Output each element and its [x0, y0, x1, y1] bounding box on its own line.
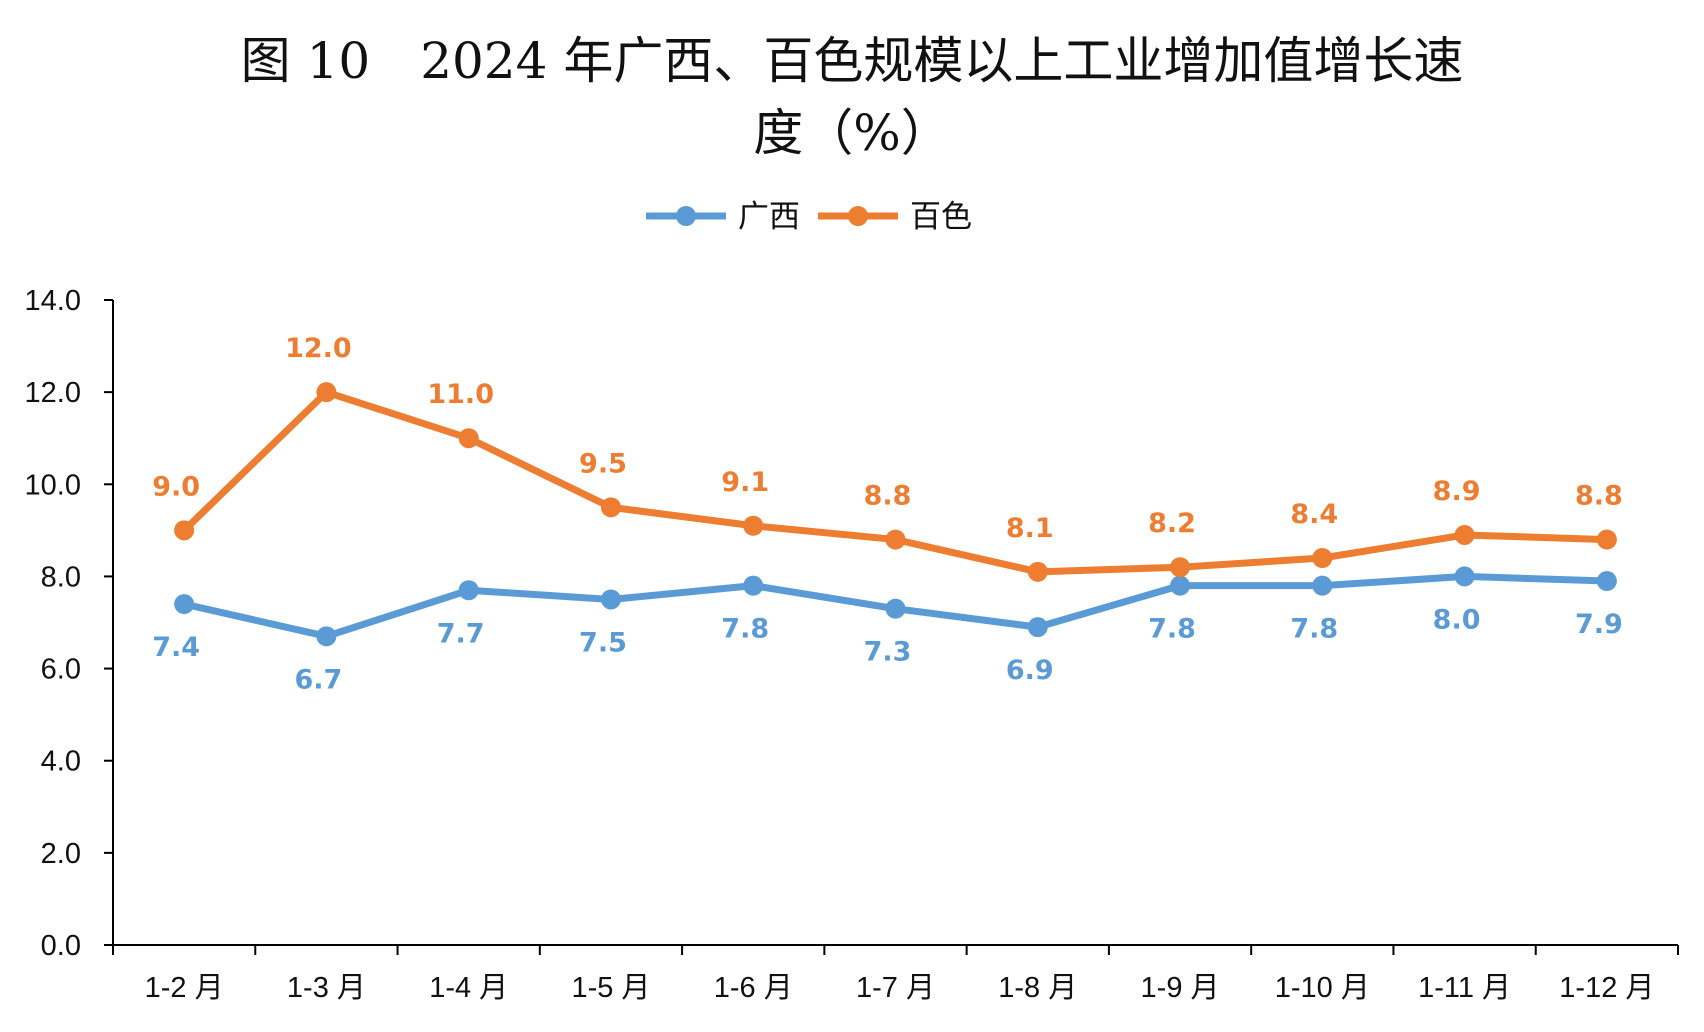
y-tick-label: 2.0 [41, 838, 81, 870]
data-label-guangxi: 7.5 [579, 627, 627, 658]
data-point-baise [1027, 561, 1048, 582]
x-tick-label: 1-7 月 [856, 972, 935, 1004]
y-tick-label: 12.0 [25, 377, 81, 409]
data-label-baise: 12.0 [285, 333, 352, 364]
data-point-guangxi [1170, 575, 1191, 596]
y-tick-label: 14.0 [25, 285, 81, 317]
data-label-baise: 9.5 [579, 448, 627, 479]
x-tick-label: 1-10 月 [1275, 972, 1370, 1004]
x-tick-label: 1-8 月 [998, 972, 1077, 1004]
y-tick-label: 10.0 [25, 469, 81, 501]
data-point-guangxi [885, 598, 906, 619]
data-label-baise: 8.9 [1433, 476, 1481, 507]
data-label-baise: 9.1 [721, 467, 769, 498]
data-label-guangxi: 7.8 [1290, 614, 1338, 645]
y-tick-label: 8.0 [41, 561, 81, 593]
data-point-baise [600, 497, 621, 518]
data-label-guangxi: 6.9 [1006, 655, 1054, 686]
data-label-guangxi: 7.3 [864, 637, 912, 668]
chart-data-labels: 7.4 6.7 7.7 7.5 7.8 7.3 6.9 7.8 7.8 8.0 7.9 9.0 12.0… [152, 333, 1623, 695]
data-point-guangxi [1312, 575, 1333, 596]
x-tick-label: 1-6 月 [714, 972, 793, 1004]
legend-label-guangxi: 广西 [738, 199, 800, 235]
data-label-baise: 8.4 [1290, 499, 1338, 530]
data-label-baise: 8.8 [1575, 481, 1623, 512]
y-tick-label: 6.0 [41, 654, 81, 686]
data-label-guangxi: 7.8 [1148, 614, 1196, 645]
data-point-baise [1454, 524, 1475, 545]
data-point-baise [1596, 529, 1617, 550]
chart-legend: 广西 百色 [646, 199, 972, 235]
legend-item-guangxi: 广西 [646, 199, 800, 235]
legend-label-baise: 百色 [910, 199, 972, 235]
data-point-guangxi [1454, 566, 1475, 587]
legend-marker-baise [848, 206, 868, 226]
x-tick-label: 1-9 月 [1141, 972, 1220, 1004]
x-tick-label: 1-11 月 [1418, 972, 1511, 1004]
data-point-guangxi [458, 580, 479, 601]
data-point-guangxi [316, 626, 337, 647]
chart-title-line1: 图 10 2024 年广西、百色规模以上工业增加值增长速 [241, 32, 1464, 90]
data-point-guangxi [174, 594, 195, 615]
y-tick-label: 0.0 [41, 930, 81, 962]
data-point-guangxi [600, 589, 621, 610]
data-point-guangxi [1027, 617, 1048, 638]
data-point-baise [885, 529, 906, 550]
chart-axes: 0.0 2.0 4.0 6.0 8.0 10.0 12.0 14.0 1-2 月 1-3 月 1-4… [25, 285, 1679, 1004]
data-label-guangxi: 7.9 [1575, 609, 1623, 640]
data-label-guangxi: 6.7 [294, 664, 342, 695]
x-tick-label: 1-5 月 [571, 972, 650, 1004]
data-point-baise [1312, 548, 1333, 568]
data-point-baise [174, 520, 195, 541]
data-point-baise [316, 382, 337, 403]
data-label-baise: 8.2 [1148, 508, 1196, 539]
data-point-guangxi [743, 575, 764, 596]
data-label-baise: 8.1 [1006, 513, 1054, 544]
chart-series [174, 382, 1617, 647]
data-point-baise [1170, 557, 1191, 578]
data-point-baise [458, 428, 479, 449]
legend-item-baise: 百色 [818, 199, 972, 235]
y-tick-label: 4.0 [41, 746, 81, 778]
data-label-guangxi: 7.7 [437, 618, 485, 649]
data-label-guangxi: 7.4 [152, 632, 200, 663]
x-tick-label: 1-2 月 [145, 972, 224, 1004]
x-tick-label: 1-3 月 [287, 972, 366, 1004]
data-label-baise: 9.0 [152, 471, 200, 502]
chart-title-line2: 度（%） [753, 104, 951, 162]
legend-marker-guangxi [676, 206, 696, 226]
data-label-guangxi: 7.8 [721, 614, 769, 645]
x-tick-label: 1-4 月 [429, 972, 508, 1004]
data-point-guangxi [1596, 571, 1617, 592]
x-tick-label: 1-12 月 [1559, 972, 1654, 1004]
data-point-baise [743, 515, 764, 536]
data-label-baise: 8.8 [864, 481, 912, 512]
data-label-baise: 11.0 [427, 379, 494, 410]
data-label-guangxi: 8.0 [1433, 604, 1481, 635]
